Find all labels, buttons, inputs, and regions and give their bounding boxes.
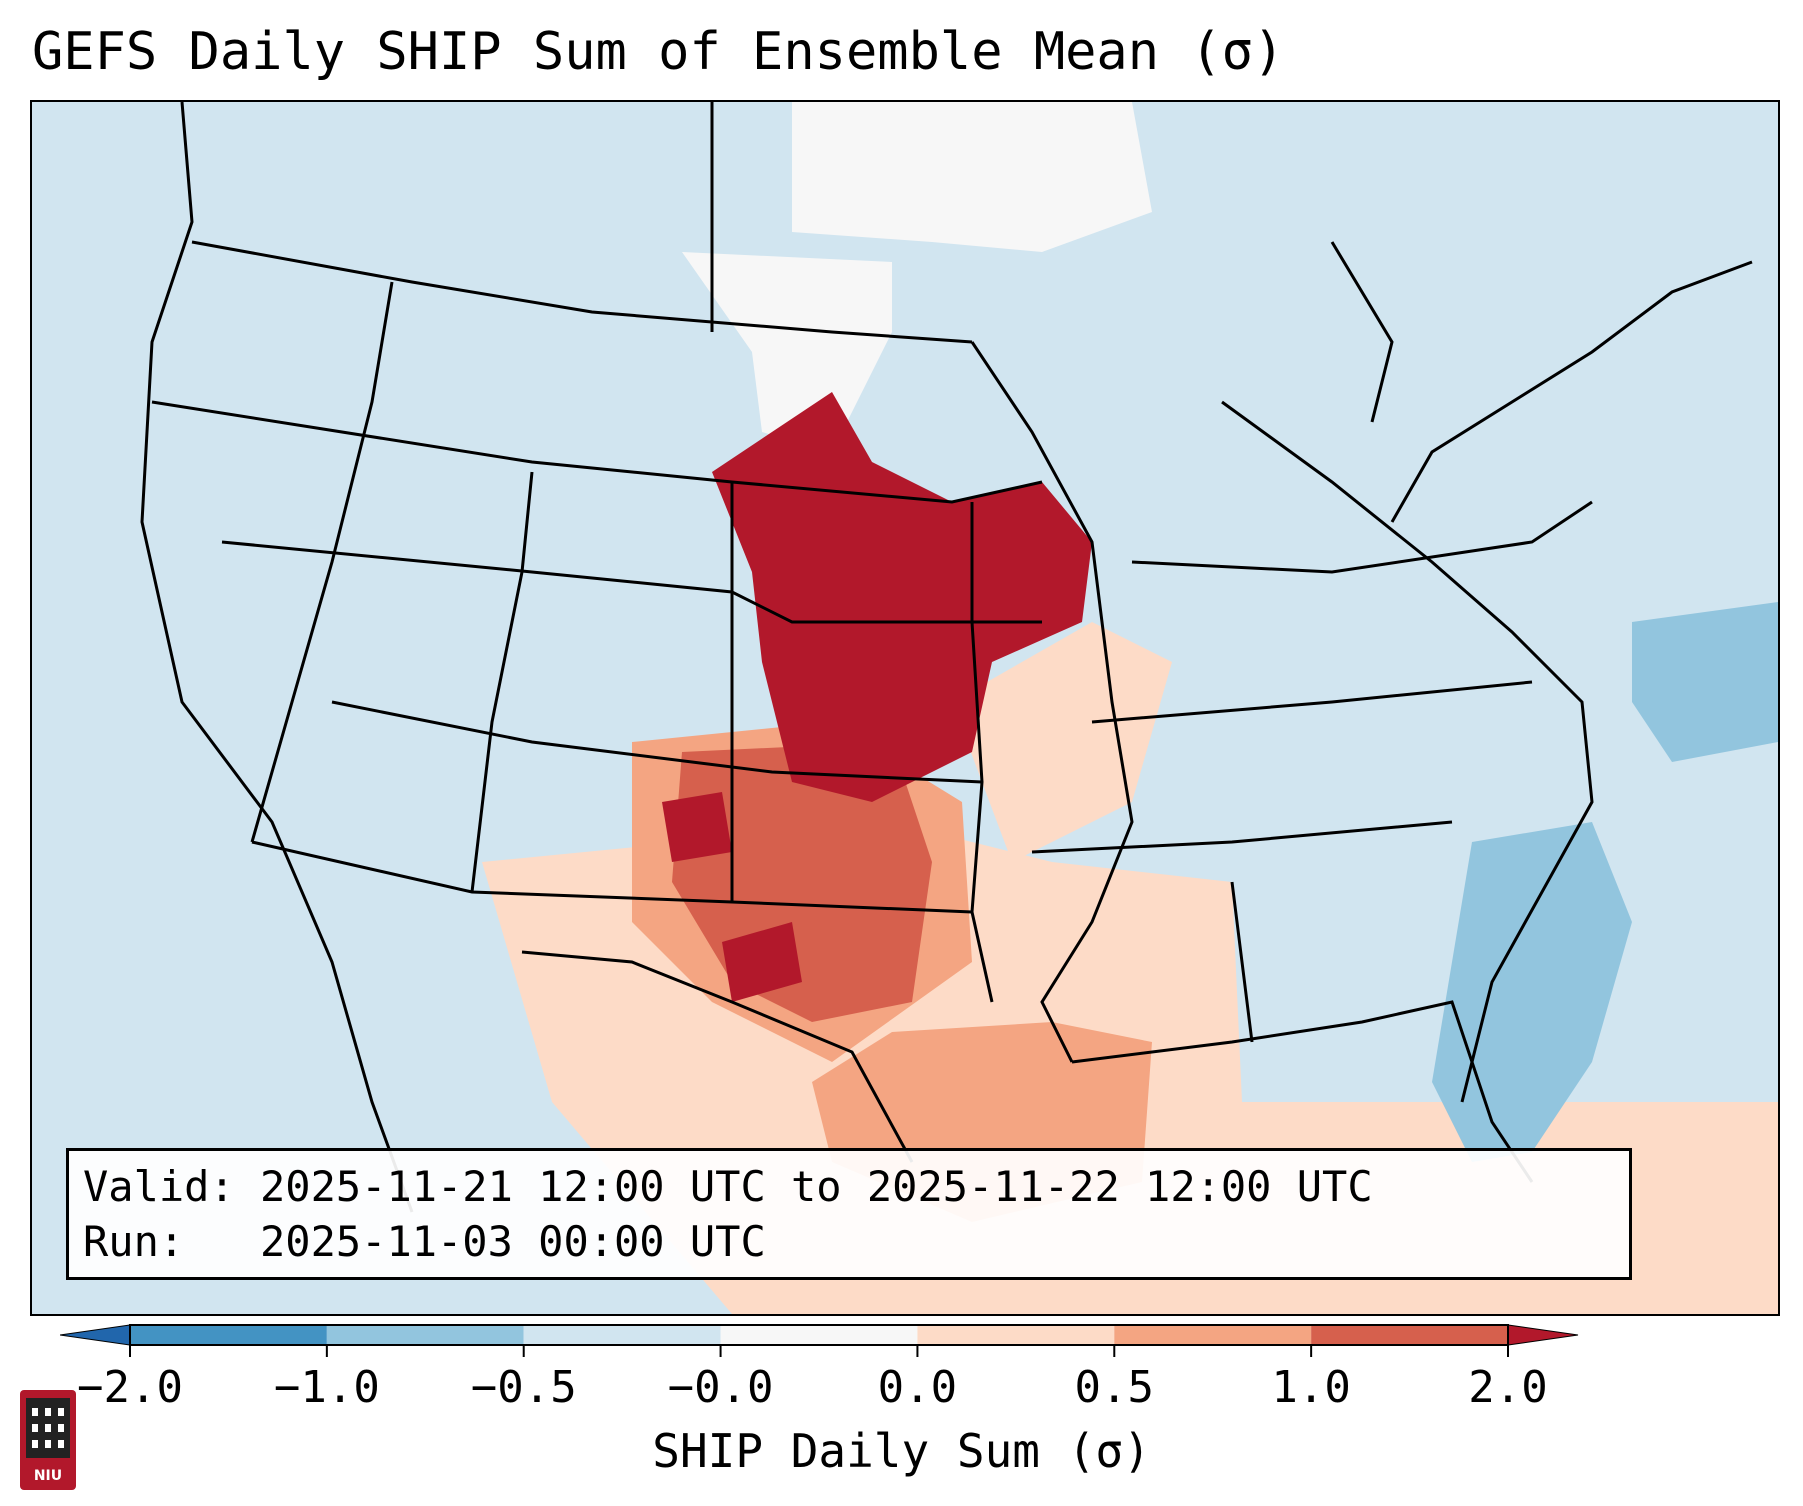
colorbar-tick-label: −0.0	[667, 1362, 774, 1413]
chart-title: GEFS Daily SHIP Sum of Ensemble Mean (σ)	[32, 22, 1285, 82]
near-zero-region-dakotas	[682, 252, 892, 452]
colorbar-segment	[523, 1325, 721, 1345]
blue-region-atlantic	[1432, 822, 1632, 1162]
colorbar-extend-high	[1507, 1324, 1579, 1346]
niu-logo-graphic	[20, 1390, 76, 1490]
colorbar-border	[129, 1324, 1509, 1346]
near-zero-region-canada	[502, 102, 1152, 252]
colorbar-tick-label: 2.0	[1468, 1362, 1548, 1413]
run-label: Run:	[83, 1217, 185, 1266]
colorbar-tick-label: −1.0	[273, 1362, 380, 1413]
colorbar-extend-low	[60, 1324, 131, 1346]
colorbar-label: SHIP Daily Sum (σ)	[652, 1424, 1151, 1478]
niu-logo: NIU	[20, 1390, 76, 1490]
colorbar-tick-label: 0.0	[877, 1362, 958, 1413]
blue-region-atlantic-north	[1632, 602, 1778, 762]
map-canvas	[32, 102, 1778, 1314]
niu-logo-text: NIU	[33, 1468, 63, 1484]
colorbar-segment	[130, 1325, 327, 1345]
state-boundaries	[140, 102, 1753, 1213]
colorbar	[60, 1324, 1579, 1357]
map-panel	[30, 100, 1780, 1316]
colorbar-segment	[326, 1325, 524, 1345]
colorbar-segment	[917, 1325, 1115, 1345]
colorbar-tick-label: 1.0	[1271, 1362, 1351, 1413]
colorbar-segment	[1114, 1325, 1312, 1345]
colorbar-segment	[720, 1325, 918, 1345]
colorbar-tick-label: 0.5	[1074, 1362, 1155, 1413]
colorbar-tick-label: −0.5	[470, 1362, 577, 1413]
run-value: 2025-11-03 00:00 UTC	[260, 1217, 766, 1266]
valid-run-info-box: Valid: 2025-11-21 12:00 UTC to 2025-11-2…	[66, 1148, 1632, 1280]
colorbar-tick-label: −2.0	[77, 1362, 183, 1413]
valid-label: Valid:	[83, 1162, 235, 1211]
valid-value: 2025-11-21 12:00 UTC to 2025-11-22 12:00…	[260, 1162, 1373, 1211]
dark-red-region-ne-mexico	[662, 792, 732, 862]
dark-red-region-plains	[712, 392, 1092, 802]
dark-red-region-texas	[722, 922, 802, 1002]
colorbar-segment	[1311, 1325, 1508, 1345]
light-salmon-region-east-central	[952, 622, 1172, 862]
